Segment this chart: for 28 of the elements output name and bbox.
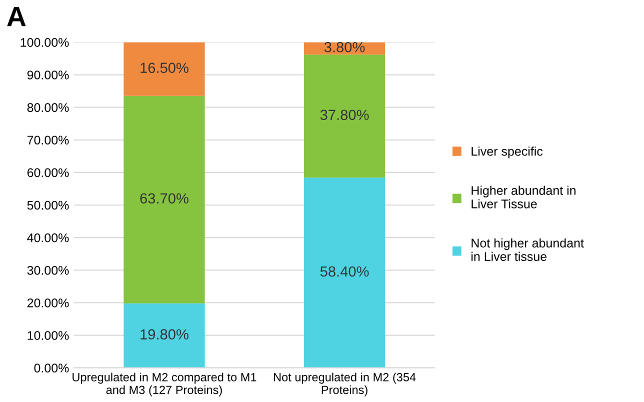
x-tick-label: Upregulated in M2 compared to M1 and M3 (127 Proteins): [72, 372, 256, 396]
y-tick-label: 50.00%: [27, 200, 69, 210]
data-label: 3.80%: [324, 42, 365, 52]
bar: [124, 303, 205, 368]
y-tick-label: 60.00%: [27, 168, 69, 178]
bar: [124, 42, 205, 96]
bar: [124, 96, 205, 304]
legend-label: Not higher abundant in Liver tissue: [472, 238, 584, 261]
y-tick-label: 80.00%: [27, 103, 69, 112]
data-label: 37.80%: [320, 110, 369, 120]
y-tick-label: 20.00%: [27, 298, 69, 308]
bar: [304, 54, 386, 178]
y-tick-label: 70.00%: [27, 136, 69, 145]
y-tick-label: 0.00%: [34, 364, 69, 372]
x-tick-label: Not upregulated in M2 (354 Proteins): [274, 372, 416, 396]
legend-label: Liver specific: [472, 146, 543, 158]
legend-label: Higher abundant in Liver Tissue: [472, 186, 576, 208]
data-label: 16.50%: [140, 62, 188, 73]
bar: [304, 178, 386, 368]
y-tick-label: 30.00%: [27, 266, 69, 275]
y-tick-label: 90.00%: [27, 70, 69, 80]
data-label: 58.40%: [320, 266, 369, 277]
y-tick-label: 40.00%: [27, 233, 69, 242]
data-label: 19.80%: [140, 329, 188, 340]
y-tick-label: 10.00%: [28, 331, 69, 340]
text: A: [7, 7, 26, 26]
y-tick-label: 100.00%: [20, 38, 69, 47]
data-label: 63.70%: [140, 193, 188, 204]
